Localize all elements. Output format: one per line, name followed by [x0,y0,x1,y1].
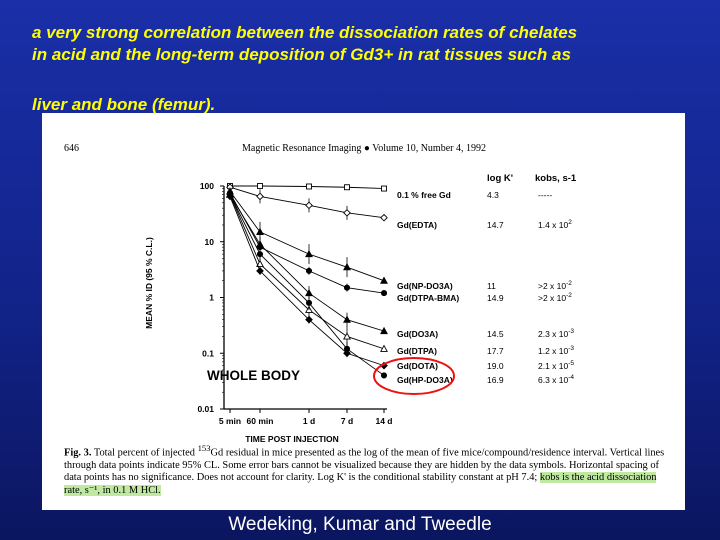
chart-axes: 100 10 1 0.1 0.01 5 min 60 min 1 d 7 d 14 d [197,181,392,426]
table-logk: 14.7 [487,220,504,230]
series-line [229,196,385,367]
series-line [229,192,385,294]
table-kobs: 1.4 x 102 [538,219,572,230]
legend-series-name: 0.1 % free Gd [397,190,451,200]
data-point [256,267,264,275]
table-kobs: 6.3 x 10-4 [538,374,574,385]
legend-series-name: Gd(DO3A) [397,329,438,339]
caption-text-b: Gd residual in mice presented as the log… [64,447,665,484]
data-point [256,192,264,201]
series-gd-hp-do3a- [226,191,388,379]
figure-chart: 646 Magnetic Resonance Imaging ● Volume … [64,143,577,443]
journal-header: Magnetic Resonance Imaging ● Volume 10, … [242,143,486,154]
data-point [305,288,313,297]
table-logk: 14.9 [487,293,504,303]
table-header-logk: log K' [487,173,513,184]
legend-series-name: Gd(DTPA-BMA) [397,293,459,303]
x-tick-label: 14 d [375,416,392,426]
data-point [380,276,388,284]
legend-series-name: Gd(DOTA) [397,361,438,371]
table-header-kobs: kobs, s-1 [535,173,577,184]
headline-line-1: a very strong correlation between the di… [32,23,578,42]
panel-label: WHOLE BODY [207,368,300,383]
x-tick-label: 1 d [303,416,315,426]
legend-series-name: Gd(HP-DO3A) [397,375,453,385]
data-point [257,183,263,189]
caption-text-a: Total percent of injected [93,447,198,459]
series-line [229,194,385,376]
data-point [380,344,388,352]
table-kobs: >2 x 10-2 [538,280,572,291]
headline-line-3: liver and bone (femur). [32,95,216,114]
figure-caption: Fig. 3. Total percent of injected 153Gd … [64,442,674,497]
table-logk: 4.3 [487,190,499,200]
series-0-1-free-gd [227,183,387,192]
table-logk: 19.0 [487,361,504,371]
data-point [256,251,264,258]
table-kobs: ----- [538,190,552,200]
data-point [381,185,387,192]
legend-series-name: Gd(EDTA) [397,220,437,230]
legend-series-name: Gd(NP-DO3A) [397,281,453,291]
data-point [343,262,351,271]
slide-headline: a very strong correlation between the di… [32,22,702,114]
data-point [343,284,351,291]
x-tick-label: 7 d [341,416,353,426]
slide-credit: Wedeking, Kumar and Tweedle [228,514,492,535]
legend-series-name: Gd(DTPA) [397,346,437,356]
table-kobs: >2 x 10-2 [538,292,572,303]
data-point [226,191,234,198]
data-point [305,201,313,210]
table-kobs: 2.1 x 10-5 [538,360,574,371]
series-gd-edta- [226,183,388,222]
table-kobs: 2.3 x 10-3 [538,328,574,339]
data-point [343,332,351,340]
caption-superscript: 153 [197,443,211,453]
data-point [256,227,264,235]
journal-figure: 646 Magnetic Resonance Imaging ● Volume … [42,113,685,510]
y-tick-label: 0.1 [202,348,214,358]
data-point [343,209,351,217]
data-point [380,372,388,379]
chart-series [226,183,388,379]
page-number: 646 [64,143,79,154]
y-tick-label: 0.01 [197,404,214,414]
data-point [306,183,312,190]
y-tick-label: 100 [200,181,214,191]
highlight-circle [373,357,455,395]
data-point [305,267,313,274]
table-logk: 17.7 [487,346,504,356]
data-point [256,259,264,267]
data-point [380,290,388,297]
data-point [343,345,351,352]
data-point [380,326,388,335]
table-logk: 16.9 [487,375,504,385]
y-tick-label: 10 [205,237,215,247]
x-tick-label: 60 min [247,416,274,426]
data-point [343,315,351,323]
chart-legend-table: 0.1 % free Gd 4.3 ----- Gd(EDTA) 14.7 1.4 x 1… [397,190,574,385]
x-tick-label: 5 min [219,416,241,426]
table-kobs: 1.2 x 10-3 [538,345,574,356]
y-axis-label: MEAN % ID (95 % C.L.) [144,237,154,329]
table-logk: 11 [487,281,496,291]
data-point [305,299,313,306]
x-axis-label: TIME POST INJECTION [245,434,339,443]
data-point [305,315,313,324]
headline-line-2: in acid and the long-term deposition of … [32,45,571,64]
y-tick-label: 1 [209,293,214,303]
data-point [380,213,388,222]
series-gd-np-do3a- [226,187,388,284]
series-line [229,186,385,219]
data-point [344,184,350,191]
caption-fig-number: Fig. 3. [64,447,92,459]
data-point [256,240,264,248]
data-point [305,249,313,258]
table-logk: 14.5 [487,329,504,339]
